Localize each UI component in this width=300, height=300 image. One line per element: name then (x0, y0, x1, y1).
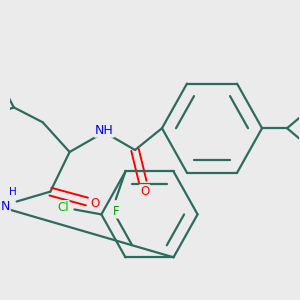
Text: Cl: Cl (57, 201, 69, 214)
Text: O: O (90, 197, 99, 210)
Text: H: H (9, 187, 17, 196)
Text: NH: NH (95, 124, 114, 137)
Text: F: F (112, 205, 119, 218)
Text: O: O (140, 185, 149, 198)
Text: N: N (1, 200, 10, 213)
